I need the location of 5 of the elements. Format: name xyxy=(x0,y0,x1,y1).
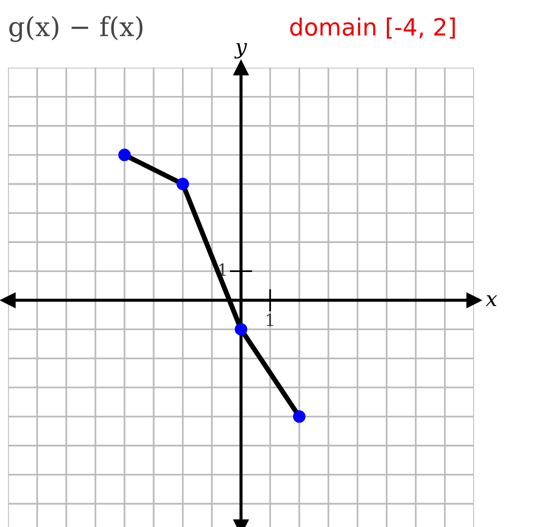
text: x xyxy=(486,295,498,306)
annotation: 1 xyxy=(266,314,274,326)
text: domain [-4, 2] xyxy=(290,18,455,39)
chart-title: g(x) − f(x) xyxy=(9,16,142,42)
y-axis-title: y xyxy=(234,43,248,59)
